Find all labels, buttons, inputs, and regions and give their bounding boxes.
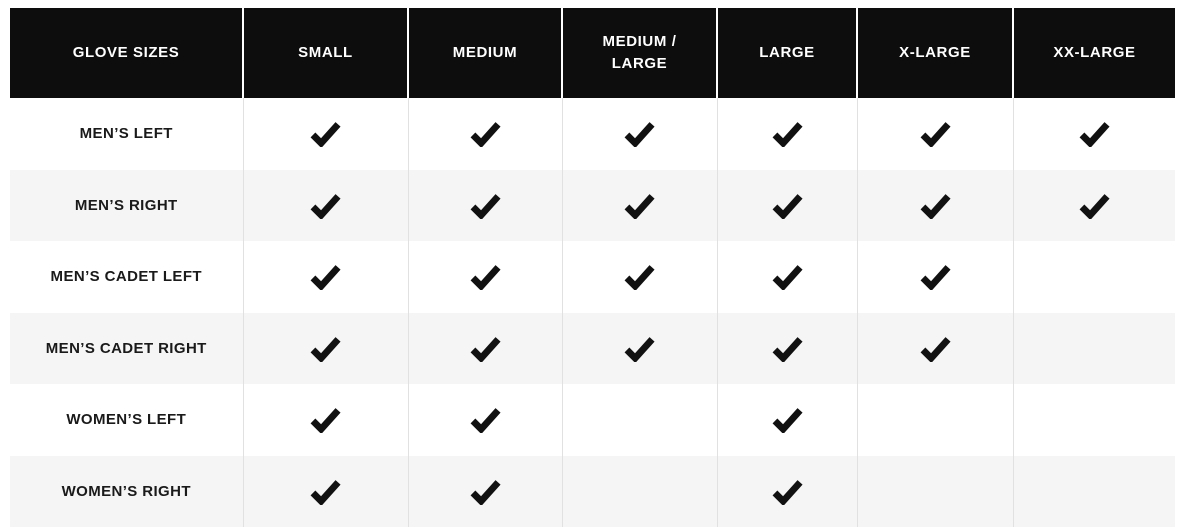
check-icon	[468, 263, 503, 291]
check-icon	[770, 335, 805, 362]
check-icon	[622, 263, 657, 291]
check-cell	[407, 98, 562, 170]
row-label: WOMEN’S LEFT	[66, 411, 187, 429]
empty-cell	[1012, 455, 1175, 527]
check-icon	[308, 192, 343, 219]
empty-cell	[561, 384, 717, 456]
check-cell	[716, 312, 857, 384]
check-cell	[856, 241, 1013, 313]
check-icon	[468, 120, 503, 148]
check-icon	[1077, 120, 1112, 148]
check-icon	[770, 192, 805, 219]
check-cell	[716, 384, 857, 456]
table-row-women-s-left: WOMEN’S LEFT	[10, 384, 1175, 456]
check-icon	[468, 335, 503, 362]
check-cell	[242, 455, 408, 527]
check-cell	[716, 455, 857, 527]
row-label: MEN’S CADET RIGHT	[45, 339, 207, 357]
check-icon	[770, 263, 805, 291]
empty-cell	[856, 384, 1013, 456]
check-icon	[918, 120, 953, 148]
header-col-xx-large: XX-LARGE	[1012, 8, 1175, 98]
check-cell	[407, 312, 562, 384]
check-cell	[716, 98, 857, 170]
empty-cell	[561, 455, 717, 527]
check-cell	[561, 98, 717, 170]
check-cell	[407, 169, 562, 241]
check-icon	[918, 263, 953, 291]
check-icon	[1077, 192, 1112, 219]
row-label: MEN’S LEFT	[79, 125, 173, 143]
check-cell	[1012, 169, 1175, 241]
empty-cell	[856, 455, 1013, 527]
check-icon	[622, 120, 657, 148]
table-row-men-s-cadet-right: MEN’S CADET RIGHT	[10, 312, 1175, 384]
check-cell	[561, 241, 717, 313]
empty-cell	[1012, 241, 1175, 313]
check-icon	[770, 478, 805, 505]
glove-size-chart-table: GLOVE SIZES SMALL MEDIUM MEDIUM / LARGE LAR…	[10, 8, 1175, 527]
row-label: MEN’S CADET LEFT	[50, 268, 202, 286]
empty-cell	[1012, 384, 1175, 456]
check-icon	[770, 120, 805, 148]
check-icon	[308, 263, 343, 291]
check-icon	[622, 192, 657, 219]
header-col-small: SMALL	[242, 8, 408, 98]
check-icon	[308, 406, 343, 434]
check-cell	[242, 384, 408, 456]
check-icon	[308, 478, 343, 505]
check-cell	[407, 241, 562, 313]
check-cell	[242, 169, 408, 241]
check-icon	[468, 192, 503, 219]
check-cell	[561, 169, 717, 241]
check-cell	[242, 98, 408, 170]
row-label: WOMEN’S RIGHT	[61, 482, 191, 500]
check-cell	[856, 169, 1013, 241]
check-cell	[242, 241, 408, 313]
header-glove-sizes: GLOVE SIZES	[10, 8, 243, 98]
header-col-medium: MEDIUM	[407, 8, 562, 98]
header-col-large: LARGE	[716, 8, 857, 98]
header-row: GLOVE SIZES SMALL MEDIUM MEDIUM / LARGE LAR…	[10, 8, 1175, 98]
check-icon	[622, 335, 657, 362]
check-icon	[770, 406, 805, 434]
table-row-men-s-left: MEN’S LEFT	[10, 98, 1175, 170]
table-row-women-s-right: WOMEN’S RIGHT	[10, 455, 1175, 527]
check-cell	[561, 312, 717, 384]
table-row-men-s-cadet-left: MEN’S CADET LEFT	[10, 241, 1175, 313]
check-icon	[308, 335, 343, 362]
header-col-x-large: X-LARGE	[856, 8, 1013, 98]
check-icon	[308, 120, 343, 148]
check-icon	[918, 192, 953, 219]
check-cell	[407, 384, 562, 456]
check-cell	[856, 312, 1013, 384]
check-cell	[716, 169, 857, 241]
check-icon	[918, 335, 953, 362]
check-cell	[407, 455, 562, 527]
check-icon	[468, 478, 503, 505]
check-cell	[242, 312, 408, 384]
empty-cell	[1012, 312, 1175, 384]
check-cell	[716, 241, 857, 313]
row-label: MEN’S RIGHT	[74, 196, 178, 214]
check-cell	[856, 98, 1013, 170]
header-col-medium-large: MEDIUM / LARGE	[561, 8, 717, 98]
table-row-men-s-right: MEN’S RIGHT	[10, 169, 1175, 241]
check-icon	[468, 406, 503, 434]
check-cell	[1012, 98, 1175, 170]
